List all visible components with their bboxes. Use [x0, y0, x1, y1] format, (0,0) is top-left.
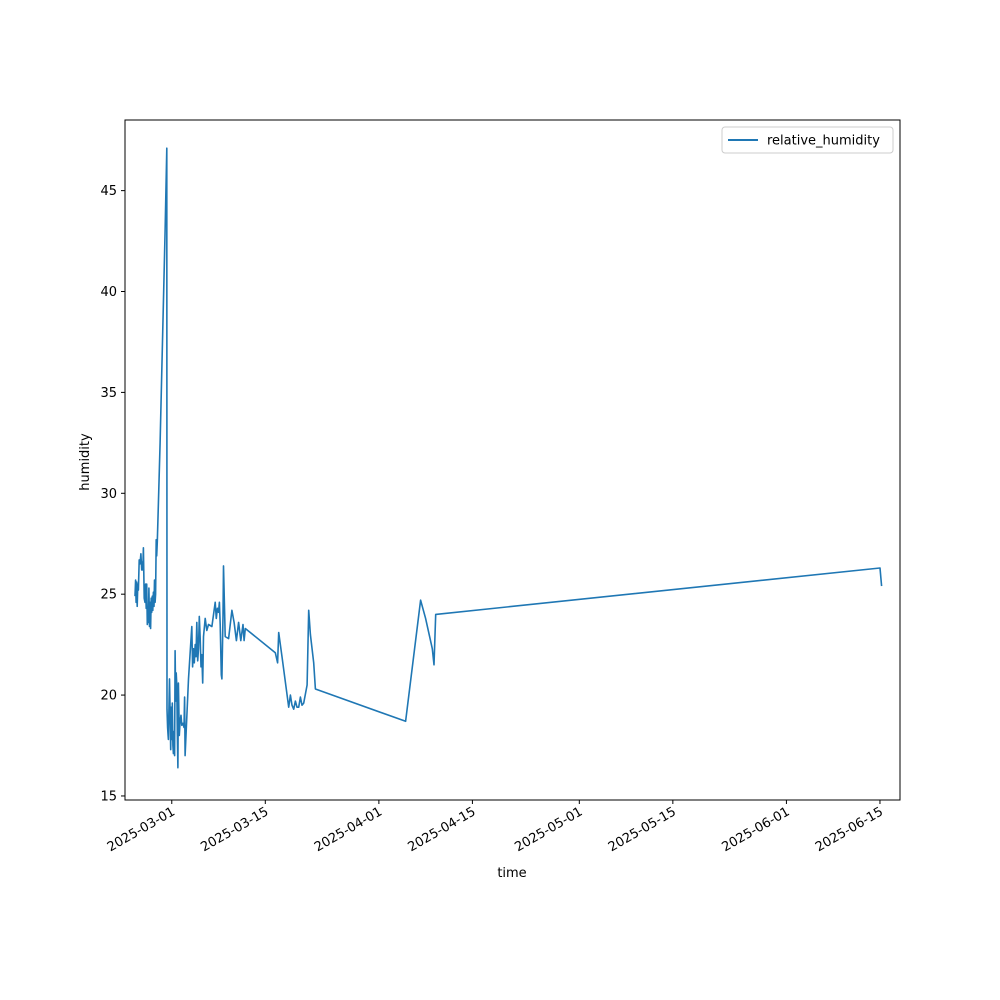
y-tick-label: 35: [100, 386, 117, 401]
y-axis: 15 20 25 30 35 40 45: [100, 184, 125, 804]
series-line-relative_humidity: [134, 147, 883, 769]
x-axis-label: time: [497, 866, 526, 881]
y-tick-label: 20: [100, 689, 117, 704]
x-tick-label: 2025-06-01: [719, 804, 792, 855]
y-tick-label: 15: [100, 789, 117, 804]
y-tick-label: 30: [100, 487, 117, 502]
y-tick-label: 45: [100, 184, 117, 199]
legend: relative_humidity: [721, 126, 894, 154]
y-tick-label: 25: [100, 588, 117, 603]
y-axis-label: humidity: [78, 433, 93, 491]
plot-frame: [124, 119, 901, 801]
x-tick-label: 2025-06-15: [813, 804, 886, 855]
x-axis: 2025-03-01 2025-03-15 2025-04-01 2025-04-15…: [105, 800, 886, 855]
x-tick-label: 2025-05-15: [606, 804, 679, 855]
plot-area: [125, 120, 900, 800]
legend-frame: [721, 126, 894, 154]
series-layer: [134, 147, 883, 769]
x-tick-label: 2025-04-15: [405, 804, 478, 855]
x-tick-label: 2025-05-01: [512, 804, 585, 855]
x-tick-label: 2025-04-01: [312, 804, 385, 855]
x-tick-label: 2025-03-15: [198, 804, 271, 855]
legend-label: relative_humidity: [767, 134, 880, 149]
y-tick-label: 40: [100, 285, 117, 300]
x-tick-label: 2025-03-01: [105, 804, 178, 855]
